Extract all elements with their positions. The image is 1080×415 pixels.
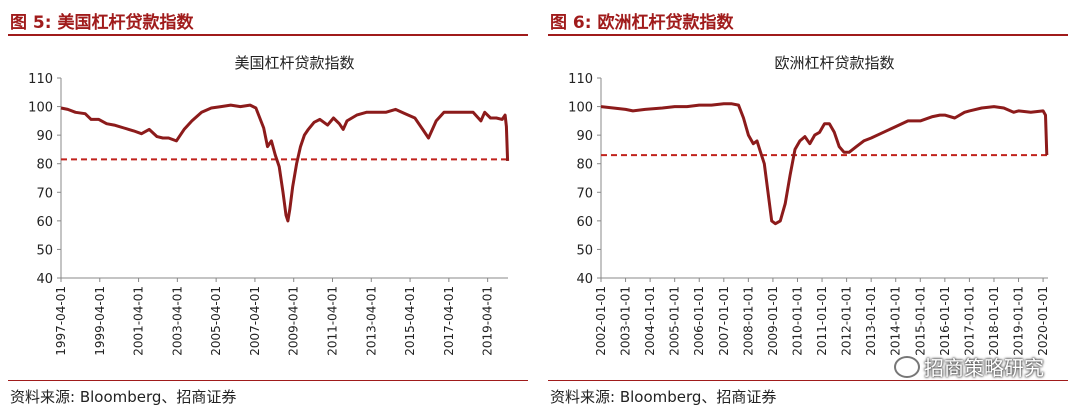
y-tick-label: 60 <box>576 215 593 230</box>
x-tick-label: 2003-04-01 <box>170 286 184 356</box>
x-tick-label: 2013-04-01 <box>364 286 378 356</box>
series-line <box>600 102 1049 226</box>
y-tick-label: 110 <box>28 72 53 87</box>
x-tick-label: 2016-01-01 <box>938 286 952 356</box>
chart-title: 欧洲杠杆贷款指数 <box>774 54 894 72</box>
chart-title: 美国杠杆贷款指数 <box>234 54 354 72</box>
x-tick-label: 2011-04-01 <box>325 286 339 356</box>
x-tick-label: 1999-04-01 <box>93 286 107 356</box>
title-rule <box>8 34 528 36</box>
x-tick-label: 2008-01-01 <box>741 286 755 356</box>
figure-6-panel: 图 6: 欧洲杠杆贷款指数 欧洲杠杆贷款指数 40 50 60 70 80 90 100 110… <box>548 0 1074 415</box>
x-tick-label: 2004-01-01 <box>643 286 657 356</box>
eu-leveraged-loan-chart: 欧洲杠杆贷款指数 40 50 60 70 80 90 100 110 2002-01-01 2003… <box>568 54 1050 356</box>
y-tick-label: 80 <box>36 158 53 173</box>
x-tick-label: 2020-01-01 <box>1036 286 1050 356</box>
watermark-text: 招商策略研究 <box>924 356 1044 380</box>
y-tick-label: 80 <box>576 158 593 173</box>
watermark: 招商策略研究 <box>894 352 1044 381</box>
y-tick-label: 90 <box>576 129 593 144</box>
us-leveraged-loan-chart: 美国杠杆贷款指数 40 50 60 70 80 90 100 110 1997-04-01 1999… <box>28 54 510 356</box>
x-tick-label: 2009-04-01 <box>287 286 301 356</box>
x-tick-label: 2012-01-01 <box>840 286 854 356</box>
y-tick-label: 70 <box>36 186 53 201</box>
figure-5-panel: 图 5: 美国杠杆贷款指数 美国杠杆贷款指数 40 50 60 70 80 90 100 110… <box>8 0 534 415</box>
x-tick-label: 1997-04-01 <box>54 286 68 356</box>
x-tick-label: 2019-01-01 <box>1012 286 1026 356</box>
y-tick-label: 110 <box>568 72 593 87</box>
x-tick-label: 2001-04-01 <box>132 286 146 356</box>
x-tick-label: 2017-01-01 <box>962 286 976 356</box>
title-rule <box>548 34 1068 36</box>
y-tick-label: 70 <box>576 186 593 201</box>
y-tick-label: 100 <box>568 101 593 116</box>
x-tick-label: 2009-01-01 <box>766 286 780 356</box>
x-tick-label: 2007-04-01 <box>248 286 262 356</box>
x-tick-label: 2014-01-01 <box>889 286 903 356</box>
source-note: 资料来源: Bloomberg、招商证券 <box>10 388 237 406</box>
source-rule <box>548 380 1068 381</box>
series-line <box>60 103 510 223</box>
y-tick-label: 60 <box>36 215 53 230</box>
x-tick-label: 2017-04-01 <box>442 286 456 356</box>
x-tick-label: 2005-04-01 <box>209 286 223 356</box>
source-rule <box>8 380 528 381</box>
x-tick-label: 2006-01-01 <box>692 286 706 356</box>
x-tick-label: 2005-01-01 <box>668 286 682 356</box>
x-tick-label: 2019-04-01 <box>481 286 495 356</box>
x-tick-label: 2015-04-01 <box>403 286 417 356</box>
y-tick-label: 100 <box>28 101 53 116</box>
figure-title: 图 5: 美国杠杆贷款指数 <box>10 13 194 33</box>
x-tick-label: 2007-01-01 <box>717 286 731 356</box>
figure-title: 图 6: 欧洲杠杆贷款指数 <box>550 13 734 33</box>
x-tick-label: 2018-01-01 <box>987 286 1001 356</box>
y-tick-label: 40 <box>576 272 593 287</box>
x-tick-label: 2010-01-01 <box>790 286 804 356</box>
x-tick-label: 2011-01-01 <box>815 286 829 356</box>
x-tick-label: 2015-01-01 <box>913 286 927 356</box>
y-tick-label: 50 <box>576 243 593 258</box>
x-tick-label: 2002-01-01 <box>594 286 608 356</box>
y-tick-label: 40 <box>36 272 53 287</box>
x-tick-label: 2003-01-01 <box>619 286 633 356</box>
wechat-icon <box>894 356 920 378</box>
source-note: 资料来源: Bloomberg、招商证券 <box>550 388 777 406</box>
x-tick-label: 2013-01-01 <box>864 286 878 356</box>
y-tick-label: 50 <box>36 243 53 258</box>
y-tick-label: 90 <box>36 129 53 144</box>
